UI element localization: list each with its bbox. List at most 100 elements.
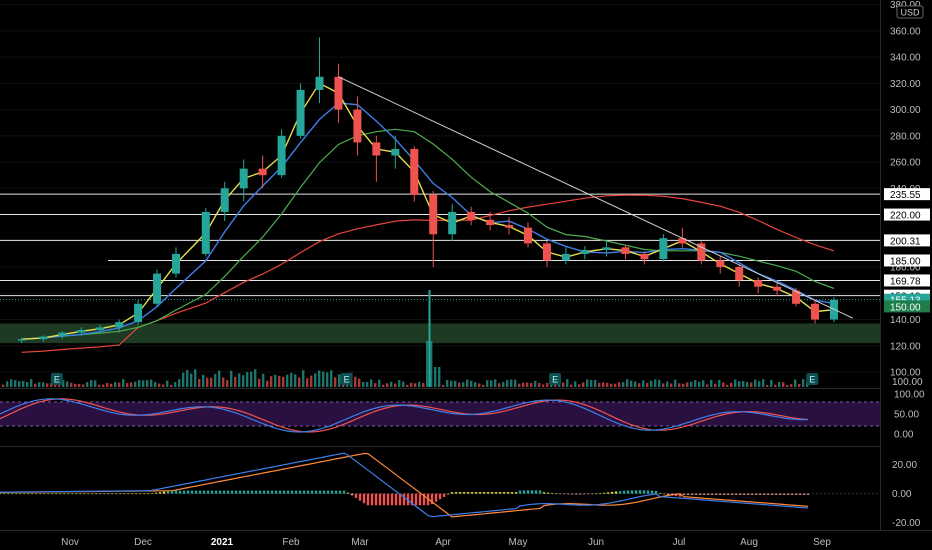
volume-bar (354, 376, 357, 387)
price-tick-label: 360.00 (890, 26, 921, 37)
currency-badge[interactable] (896, 5, 924, 19)
time-tick-label: Jun (588, 537, 604, 548)
macd-pane[interactable] (0, 452, 880, 518)
candle-body (201, 211, 210, 254)
macd-histogram-bar (702, 493, 706, 495)
earnings-marker[interactable] (50, 373, 63, 385)
price-tick-label: 180.00 (890, 263, 921, 274)
macd-histogram-bar (458, 492, 462, 494)
stochastic-axis[interactable]: 100.00 50.00 0.00 (894, 390, 925, 441)
candle-body (811, 303, 820, 320)
volume-bar (310, 375, 313, 387)
candle-body (505, 225, 514, 228)
earnings-marker[interactable] (549, 373, 562, 385)
volume-bar (654, 379, 657, 387)
volume-bar (758, 381, 761, 387)
support-zone (0, 323, 880, 344)
volume-bar (662, 383, 665, 387)
volume-bar (150, 379, 153, 387)
macd-histogram-bar (474, 492, 478, 494)
macd-histogram-bar (530, 490, 534, 494)
volume-bar (534, 380, 537, 387)
macd-histogram-bar (82, 493, 86, 495)
volume-bar (174, 382, 177, 387)
candle-body (542, 243, 551, 261)
macd-histogram-bar (270, 490, 274, 494)
macd-histogram-bar (626, 490, 630, 494)
volume-bar (458, 382, 461, 387)
macd-histogram-bar (550, 493, 554, 494)
volume-bar (322, 371, 325, 387)
macd-histogram-bar (234, 490, 238, 494)
volume-bar (118, 382, 121, 387)
volume-bar (142, 380, 145, 387)
macd-histogram-bar (662, 493, 666, 495)
volume-bar (754, 379, 757, 387)
volume-bar (442, 384, 445, 387)
stochastic-pane[interactable] (0, 398, 880, 433)
macd-histogram-bar (114, 493, 118, 495)
volume-bar (610, 383, 613, 387)
macd-histogram-bar (610, 491, 614, 494)
macd-histogram-bar (590, 493, 594, 495)
macd-histogram-bar (2, 493, 6, 495)
macd-histogram-bar (14, 493, 18, 495)
volume-bar (94, 380, 97, 387)
macd-histogram-bar (522, 490, 526, 494)
macd-histogram-bar (346, 492, 350, 494)
macd-histogram-bar (398, 493, 402, 506)
macd-histogram-bar (110, 493, 114, 495)
level-label-box (884, 188, 930, 201)
volume-bar (678, 383, 681, 387)
volume-bar (394, 383, 397, 387)
macd-histogram-bar (718, 493, 722, 495)
macd-histogram-bar (566, 493, 570, 495)
macd-histogram-bar (582, 493, 586, 495)
volume-bar (374, 383, 377, 387)
macd-histogram-bar (782, 493, 786, 495)
volume-bar (422, 382, 425, 387)
volume-bar (714, 383, 717, 387)
earnings-marker[interactable] (806, 373, 819, 385)
macd-histogram-bar (366, 493, 370, 506)
price-tick-label: 260.00 (890, 158, 921, 169)
macd-histogram-bar (798, 493, 802, 495)
volume-axis[interactable]: 100.00 (892, 377, 923, 388)
candle-body (391, 148, 400, 156)
volume-bar (614, 383, 617, 387)
volume-bar (26, 382, 29, 387)
macd-histogram-bar (762, 493, 766, 495)
volume-bar (622, 382, 625, 387)
macd-histogram-bar (10, 493, 14, 495)
volume-bar (178, 379, 181, 387)
volume-bar (658, 379, 661, 387)
macd-histogram-bar (74, 493, 78, 495)
volume-bar (314, 373, 317, 387)
volume-bar (510, 379, 513, 387)
candle-body (353, 109, 362, 143)
earnings-marker[interactable] (340, 373, 353, 385)
trendline[interactable] (338, 76, 854, 319)
macd-histogram-bar (526, 490, 530, 494)
volume-bar (694, 380, 697, 387)
volume-bar (666, 381, 669, 387)
time-axis[interactable]: Nov Dec 2021 Feb Mar Apr May Jun Jul Aug Sep (61, 537, 831, 548)
volume-bar (358, 378, 361, 387)
volume-bar (230, 370, 233, 387)
volume-bar (286, 374, 289, 387)
macd-axis[interactable]: 20.00 0.00 -20.00 (892, 460, 921, 529)
macd-histogram-bar (722, 493, 726, 495)
macd-histogram (0, 490, 810, 506)
price-pane[interactable] (0, 4, 880, 373)
macd-histogram-bar (666, 493, 670, 495)
volume-bar (462, 382, 465, 387)
volume-bar (502, 382, 505, 387)
macd-histogram-bar (158, 492, 162, 494)
macd-histogram-bar (54, 493, 58, 495)
macd-histogram-bar (402, 493, 406, 506)
price-tick-label: 320.00 (890, 79, 921, 90)
macd-histogram-bar (694, 493, 698, 495)
